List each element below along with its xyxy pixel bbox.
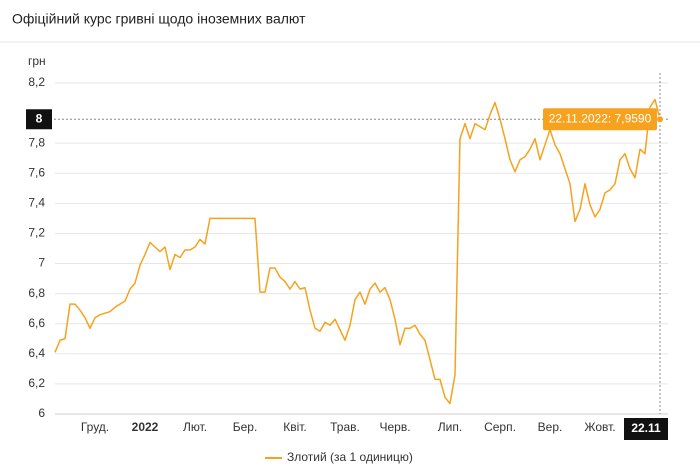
crosshair-y-box <box>26 109 52 130</box>
x-tick-label: Трав. <box>330 420 360 434</box>
crosshair-y-label: 8 <box>36 111 43 125</box>
y-tick-label: 6,4 <box>28 346 45 360</box>
y-tick-label: 6,2 <box>28 376 45 390</box>
tooltip-text: 22.11.2022: 7,9590 <box>549 111 652 125</box>
y-tick-label: 7,6 <box>28 165 45 179</box>
x-tick-label: Черв. <box>379 420 410 434</box>
x-tick-label: Лип. <box>438 420 462 434</box>
x-tick-label: Жовт. <box>584 420 615 434</box>
y-tick-label: 7 <box>38 256 45 270</box>
series-line <box>54 98 661 405</box>
hover-point <box>656 115 664 124</box>
x-tick-label: Лют. <box>183 420 207 434</box>
tooltip-box <box>543 108 657 131</box>
y-tick-label: 6,6 <box>28 316 45 330</box>
chart-title: Офіційний курс гривні щодо іноземних вал… <box>12 11 306 27</box>
x-tick-label: Груд. <box>81 420 109 434</box>
y-tick-label: 7,2 <box>28 226 45 240</box>
y-tick-label: 6 <box>38 406 45 420</box>
x-tick-label: Вер. <box>538 420 563 434</box>
y-axis-label: грн <box>28 54 46 68</box>
y-tick-label: 6,8 <box>28 286 45 300</box>
y-tick-label: 8,2 <box>28 75 45 89</box>
x-tick-label: 2022 <box>132 420 159 434</box>
x-tick-label: Серп. <box>484 420 516 434</box>
x-tick-label: Бер. <box>233 420 258 434</box>
y-tick-label: 7,4 <box>28 196 45 210</box>
y-tick-label: 7,8 <box>28 135 45 149</box>
crosshair-x-box <box>624 418 668 440</box>
crosshair-x-label: 22.11 <box>631 421 661 435</box>
x-tick-label: Квіт. <box>283 420 307 434</box>
legend-label: Злотий (за 1 одиницю) <box>287 450 413 464</box>
